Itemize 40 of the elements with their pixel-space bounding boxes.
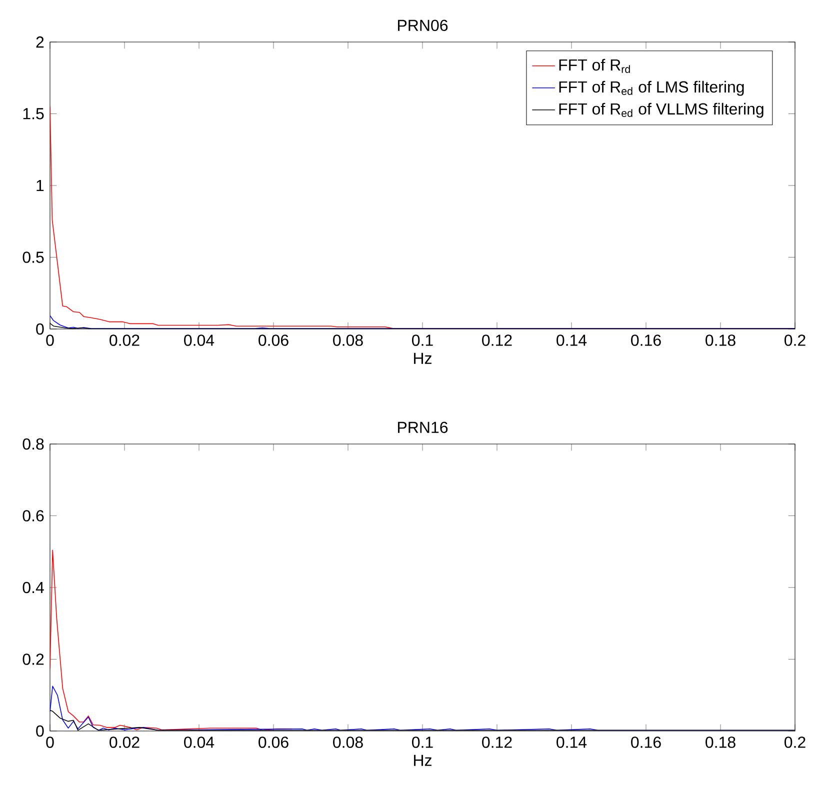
- y-tick-label: 2: [36, 36, 44, 48]
- line-series: [50, 315, 796, 329]
- chart-title: PRN06: [398, 20, 448, 32]
- x-tick-label: 0.06: [258, 736, 288, 748]
- x-tick-label: 0.02: [110, 334, 140, 346]
- chart-title: PRN16: [398, 422, 448, 434]
- x-tick-label: 0.14: [556, 736, 587, 748]
- legend-label: FFT of R$_{rd}$: [559, 58, 630, 73]
- x-tick-label: 0.2: [784, 334, 806, 346]
- x-tick-label: 0.12: [482, 736, 512, 748]
- x-tick-label: 0.18: [706, 736, 736, 748]
- x-tick-label: 0.12: [482, 334, 512, 346]
- x-tick-label: 0.08: [333, 334, 363, 346]
- legend-label: FFT of R$_{ed}$ of LMS filtering: [559, 80, 744, 96]
- x-axis-title: Hz: [414, 754, 432, 766]
- x-axis-title: Hz: [414, 352, 432, 364]
- x-tick-label: 0.14: [556, 334, 587, 346]
- y-tick-label: 0: [36, 725, 44, 737]
- y-tick-label: 0.6: [22, 510, 44, 522]
- y-tick-label: 0.5: [22, 252, 44, 263]
- x-tick-label: 0.02: [110, 736, 140, 748]
- y-tick-label: 0.8: [22, 438, 44, 450]
- x-tick-label: 0.04: [184, 334, 214, 346]
- x-tick-label: 0.08: [333, 736, 363, 748]
- x-tick-label: 0.18: [706, 334, 736, 346]
- y-tick-label: 1: [36, 180, 44, 192]
- x-tick-label: 0: [46, 334, 54, 346]
- x-tick-label: 0.1: [412, 736, 433, 748]
- y-tick-label: 0: [36, 323, 44, 335]
- x-tick-label: 0.06: [258, 334, 288, 346]
- x-tick-label: 0: [46, 736, 54, 748]
- x-tick-label: 0.16: [631, 736, 661, 748]
- y-tick-label: 0.2: [22, 654, 44, 665]
- y-tick-label: 0.4: [22, 582, 44, 594]
- y-tick-label: 1.5: [23, 108, 44, 120]
- x-tick-label: 0.1: [412, 334, 433, 346]
- x-tick-label: 0.2: [784, 736, 806, 748]
- x-tick-label: 0.16: [631, 334, 661, 346]
- x-tick-label: 0.04: [184, 736, 214, 748]
- legend-label: FFT of R$_{ed}$ of VLLMS filtering: [559, 102, 764, 118]
